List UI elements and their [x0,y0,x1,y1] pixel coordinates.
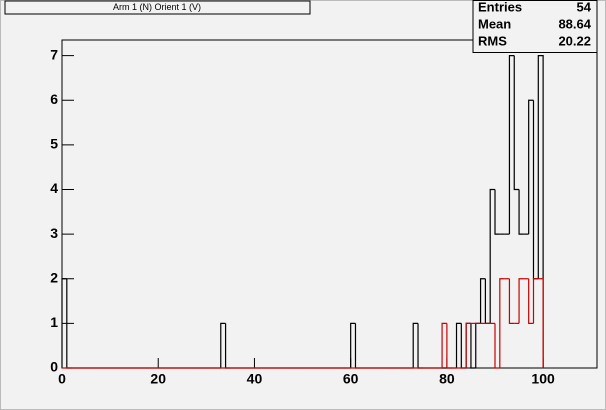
stats-value: 54 [577,0,592,14]
y-tick-label: 2 [50,269,58,285]
histogram-bin [518,189,524,235]
x-tick-label: 60 [343,371,359,387]
x-tick-label: 20 [150,371,166,387]
y-tick-label: 1 [50,314,58,330]
x-tick-label: 80 [439,371,455,387]
histogram-bin [479,278,486,324]
y-tick-label: 4 [50,180,58,196]
histogram-bin [412,322,419,368]
histogram-bin [494,323,500,369]
stats-box [472,0,598,53]
stats-label: Entries [478,0,522,14]
stats-label: Mean [478,16,511,31]
histogram-bin [518,278,524,324]
title-box [4,0,311,15]
histogram-bin [494,189,500,235]
stats-value: 88.64 [558,16,591,31]
y-tick-label: 6 [50,91,58,107]
y-tick-label: 7 [50,46,58,62]
y-tick-label: 0 [50,359,58,375]
histogram-bin [537,55,544,368]
histogram-bin [508,278,515,324]
histogram-bin [61,278,67,368]
chart-title: Arm 1 (N) Orient 1 (V) [113,2,201,12]
histogram-bin [489,188,496,324]
y-tick-label: 5 [50,136,58,152]
histogram-bin [508,55,515,235]
x-tick-label: 100 [531,371,555,387]
histogram-bin [441,322,447,368]
histogram-bin [465,322,471,368]
histogram-bin [455,322,462,368]
histogram-bin [350,322,356,368]
stats-value: 20.22 [558,33,591,48]
histogram-bin [532,278,539,324]
histogram-bin [528,99,534,235]
x-tick-label: 0 [58,371,66,387]
x-tick-label: 40 [247,371,263,387]
histogram-bin [220,322,226,368]
histogram-bin [538,278,544,368]
histogram-bin [446,323,452,369]
histogram-bin [528,278,534,324]
histogram-bin [470,323,476,369]
stats-label: RMS [478,33,507,48]
histogram-bin [499,278,505,368]
histogram-bin [513,55,520,191]
y-tick-label: 3 [50,225,58,241]
frame [61,39,598,369]
